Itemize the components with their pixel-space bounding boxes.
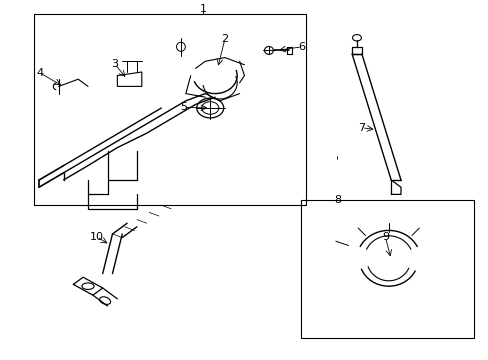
Bar <box>34 14 305 205</box>
Text: 1: 1 <box>199 4 206 14</box>
Text: 10: 10 <box>90 232 103 242</box>
Bar <box>300 200 473 338</box>
Text: 3: 3 <box>111 59 118 69</box>
Text: 5: 5 <box>180 102 186 112</box>
Text: 7: 7 <box>358 123 365 133</box>
Text: 2: 2 <box>221 34 228 44</box>
Text: 6: 6 <box>298 42 305 52</box>
Text: 8: 8 <box>333 195 340 205</box>
Text: 9: 9 <box>381 232 388 242</box>
Text: 4: 4 <box>37 68 43 78</box>
